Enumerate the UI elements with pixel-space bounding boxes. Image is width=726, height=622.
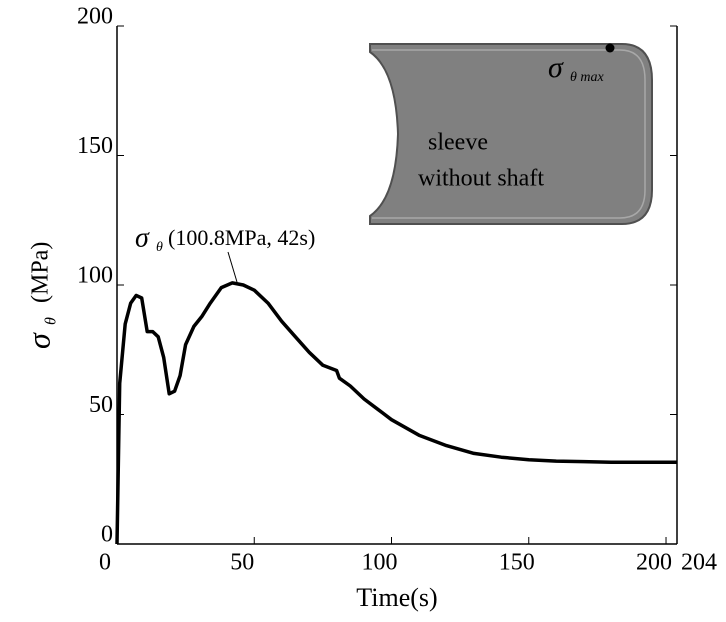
x-tick-label: 100 [362, 550, 398, 576]
y-tick-label: 150 [77, 133, 113, 159]
inset-line1: sleeve [428, 130, 488, 156]
annotation-text: (100.8MPa, 42s) [168, 225, 315, 250]
x-tick-label: 150 [499, 550, 535, 576]
y-label-unit: (MPa) [28, 242, 54, 303]
inset-line2: without shaft [418, 166, 544, 192]
x-axis-label: Time(s) [356, 583, 437, 612]
annotation-subscript: θ [156, 240, 163, 255]
x-tick-label: 204 [681, 550, 717, 576]
y-tick-label: 200 [77, 4, 113, 30]
data-line [115, 281, 677, 545]
annotation-leader [227, 251, 238, 283]
sleeve-shape [369, 43, 653, 225]
y-label-subscript: θ [43, 317, 60, 325]
sleeve-inner-edge [372, 49, 646, 219]
y-tick-label: 100 [77, 263, 113, 289]
annotation-symbol: σ [135, 222, 150, 253]
inset-subscript: θ max [570, 70, 604, 85]
inset-symbol: σ [548, 51, 564, 84]
y-tick-label: 0 [101, 522, 113, 548]
y-axis-label: σ θ (MPa) [20, 242, 59, 349]
x-tick-label: 0 [99, 550, 111, 576]
y-label-symbol: σ [20, 332, 56, 349]
max-point [605, 43, 615, 53]
x-tick-label: 200 [636, 550, 672, 576]
x-tick-label: 50 [230, 550, 254, 576]
y-tick-label: 50 [89, 392, 113, 418]
